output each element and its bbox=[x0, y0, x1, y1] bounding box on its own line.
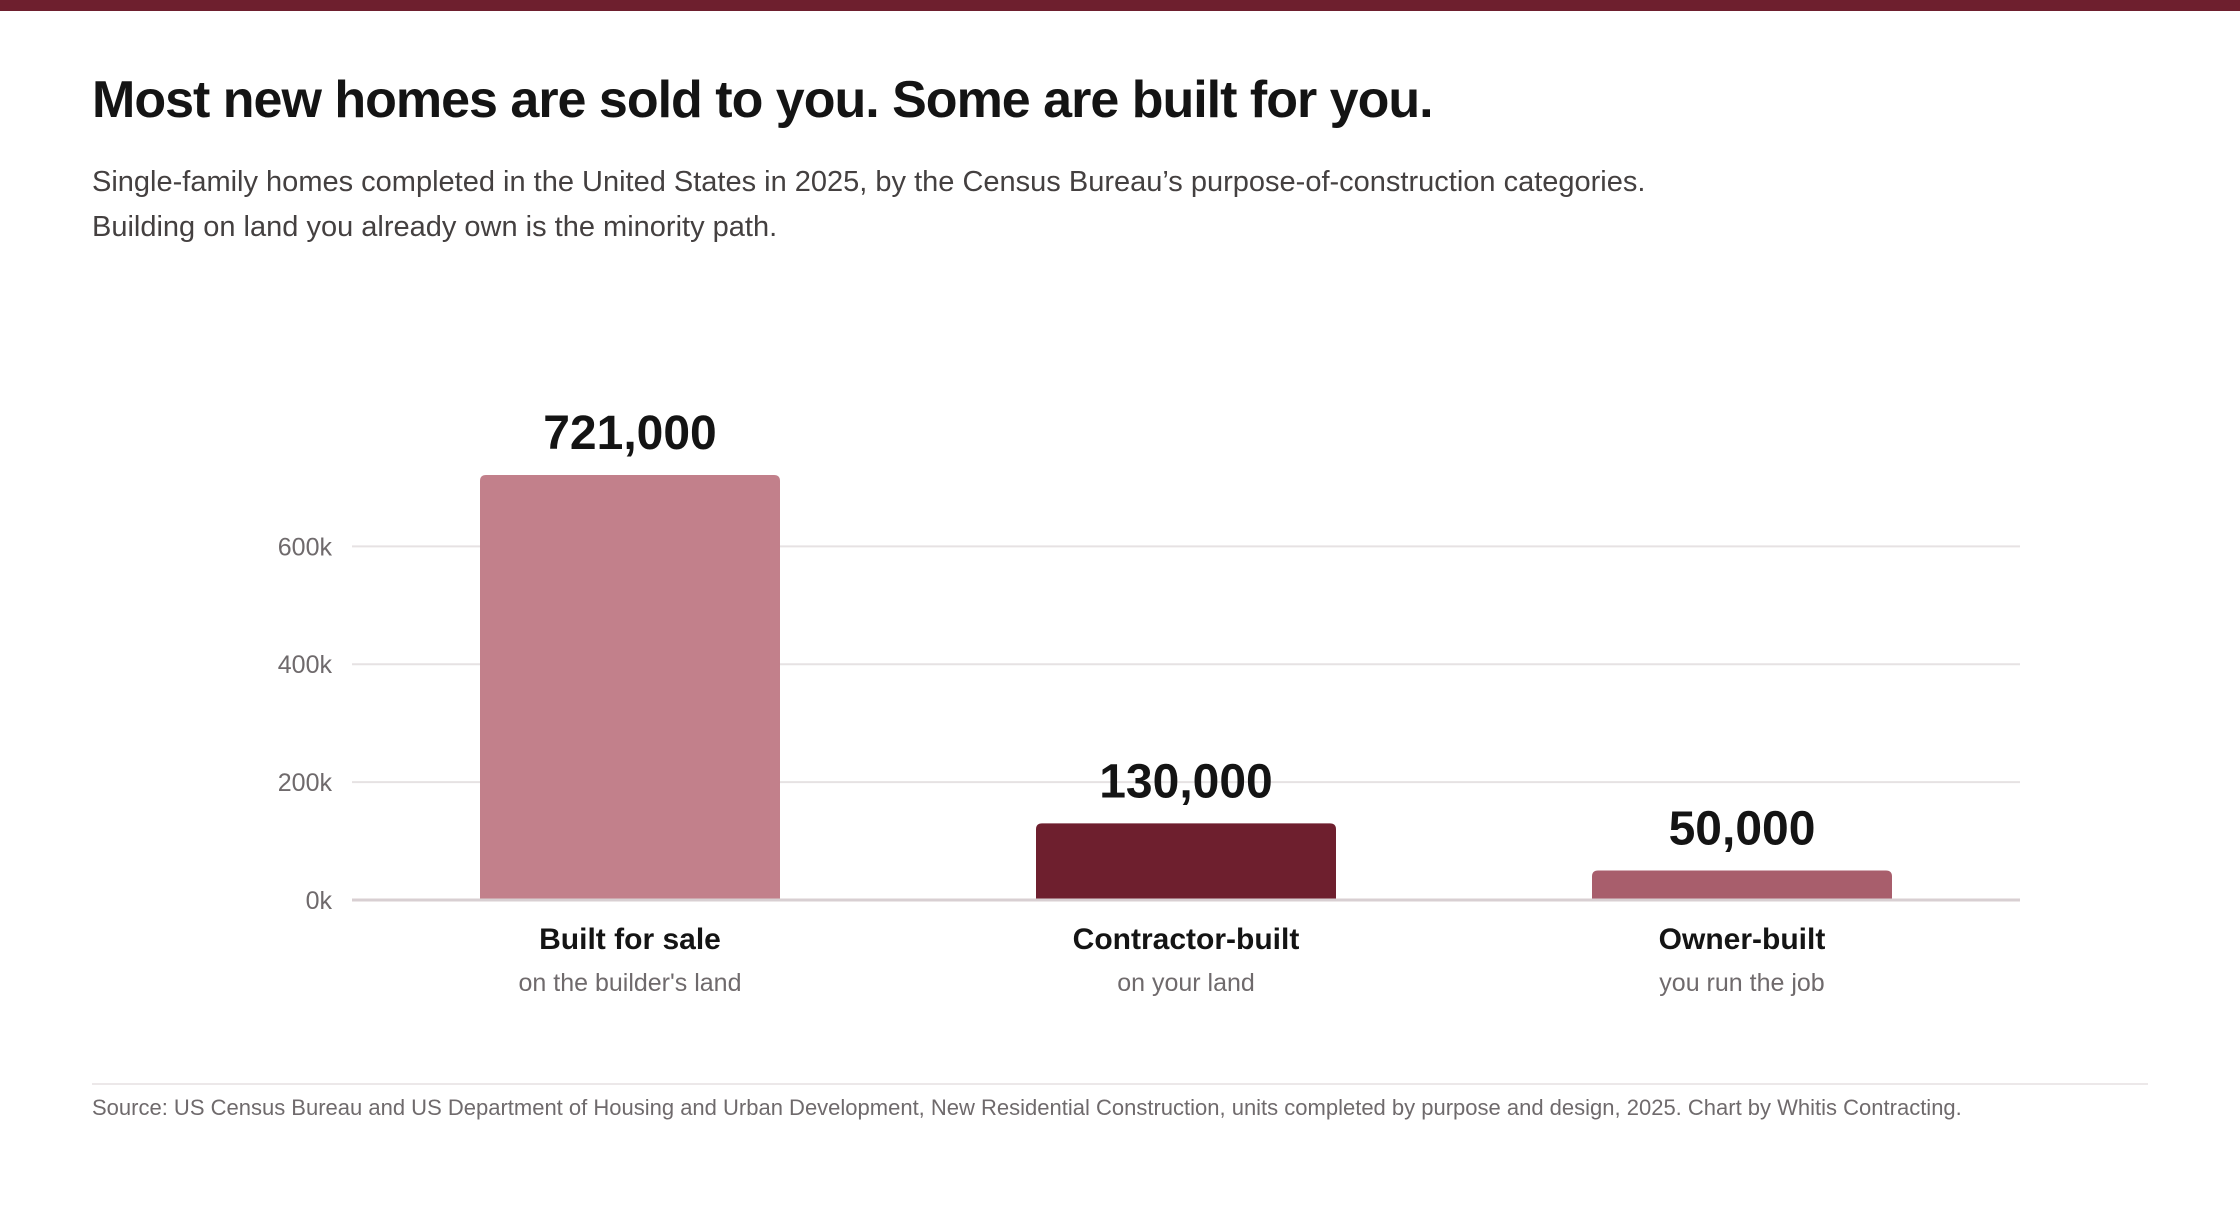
bar-built-for-sale bbox=[480, 475, 780, 900]
bar-owner-built bbox=[1592, 870, 1892, 900]
y-tick-label: 0k bbox=[306, 887, 333, 915]
bar-value-label: 721,000 bbox=[543, 407, 717, 460]
bar-value-label: 130,000 bbox=[1099, 755, 1273, 808]
category-sublabel: you run the job bbox=[1659, 969, 1824, 997]
y-tick-label: 400k bbox=[278, 651, 333, 679]
y-tick-label: 600k bbox=[278, 533, 333, 561]
top-accent-bar bbox=[0, 0, 2240, 11]
category-sublabel: on your land bbox=[1117, 969, 1255, 997]
source-note: Source: US Census Bureau and US Departme… bbox=[92, 1095, 1962, 1120]
category-label: Contractor-built bbox=[1073, 923, 1300, 956]
bar-contractor-built bbox=[1036, 823, 1336, 900]
category-sublabel: on the builder's land bbox=[519, 969, 742, 997]
bar-value-label: 50,000 bbox=[1669, 803, 1816, 856]
footer-divider bbox=[92, 1083, 2148, 1085]
chart-title: Most new homes are sold to you. Some are… bbox=[92, 71, 1434, 129]
bar-chart: 0k 200k 400k 600k 721,000 Built for sale on th… bbox=[278, 407, 2020, 997]
category-label: Built for sale bbox=[539, 923, 721, 956]
chart-subtitle: Single-family homes completed in the Uni… bbox=[92, 166, 1646, 243]
category-label: Owner-built bbox=[1659, 923, 1826, 956]
y-tick-label: 200k bbox=[278, 769, 333, 797]
